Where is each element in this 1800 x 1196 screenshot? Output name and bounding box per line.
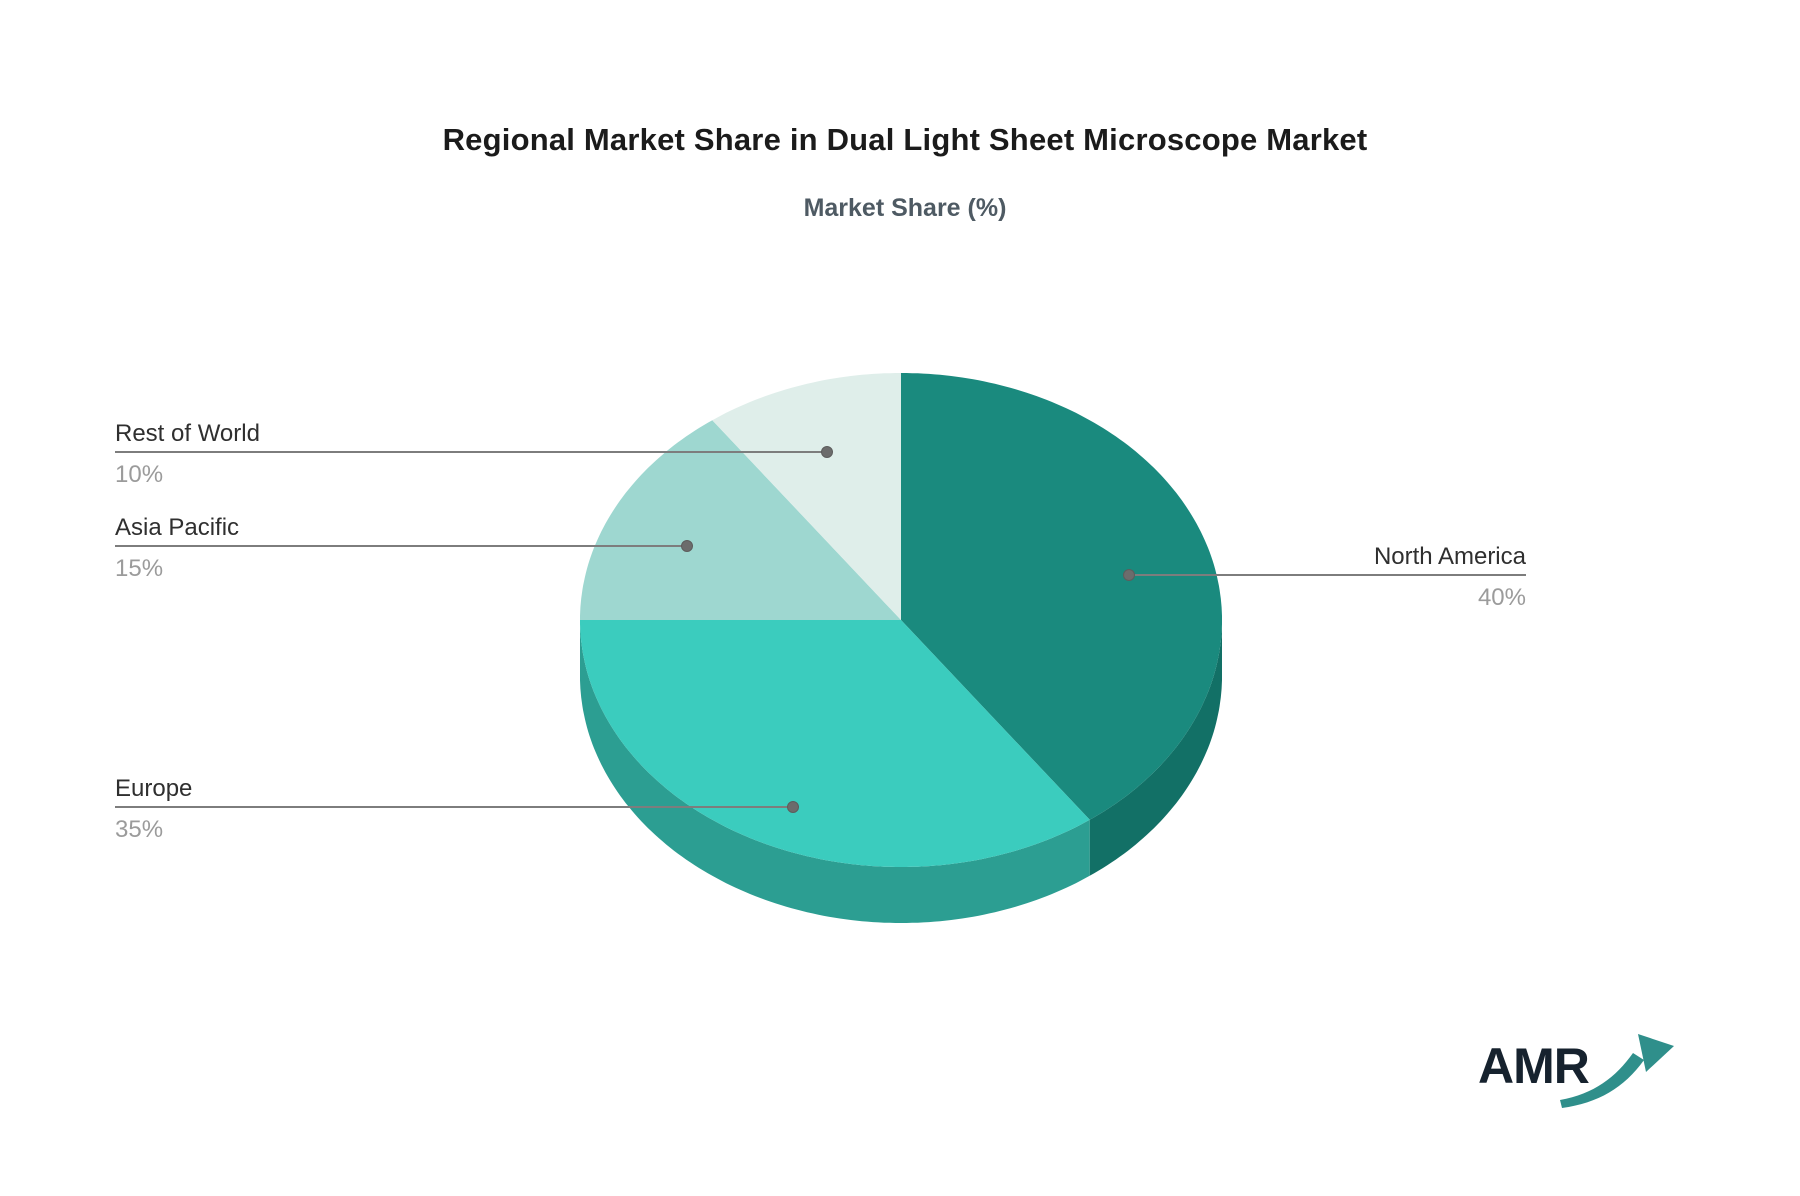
growth-arrow-icon [1560, 1034, 1674, 1108]
leader-dot-europe [787, 801, 799, 813]
slice-label-north-america: North America [1373, 543, 1526, 570]
pie-slice-europe[interactable] [580, 620, 1090, 867]
slice-value-asia-pacific: 15% [115, 555, 164, 582]
pie-side-north-america [1089, 620, 1222, 876]
slice-value-north-america: 40% [1477, 584, 1526, 611]
pie-slice-rest-of-world[interactable] [712, 373, 901, 620]
pie-side-europe [580, 620, 1090, 923]
chart-title: Regional Market Share in Dual Light Shee… [442, 122, 1368, 157]
slice-label-asia-pacific: Asia Pacific [115, 514, 240, 541]
leader-dot-rest-of-world [821, 446, 833, 458]
amr-logo-text: AMR [1478, 1038, 1590, 1094]
pie-slice-asia-pacific[interactable] [580, 420, 901, 620]
slice-label-rest-of-world: Rest of World [115, 420, 260, 447]
pie-slice-north-america[interactable] [901, 373, 1222, 820]
leader-dot-asia-pacific [681, 540, 693, 552]
slice-label-europe: Europe [115, 775, 193, 802]
slice-value-europe: 35% [115, 816, 164, 843]
chart-subtitle: Market Share (%) [803, 194, 1007, 222]
amr-logo: AMR [1478, 1034, 1674, 1126]
leader-dot-north-america [1123, 569, 1135, 581]
slice-value-rest-of-world: 10% [115, 461, 164, 488]
